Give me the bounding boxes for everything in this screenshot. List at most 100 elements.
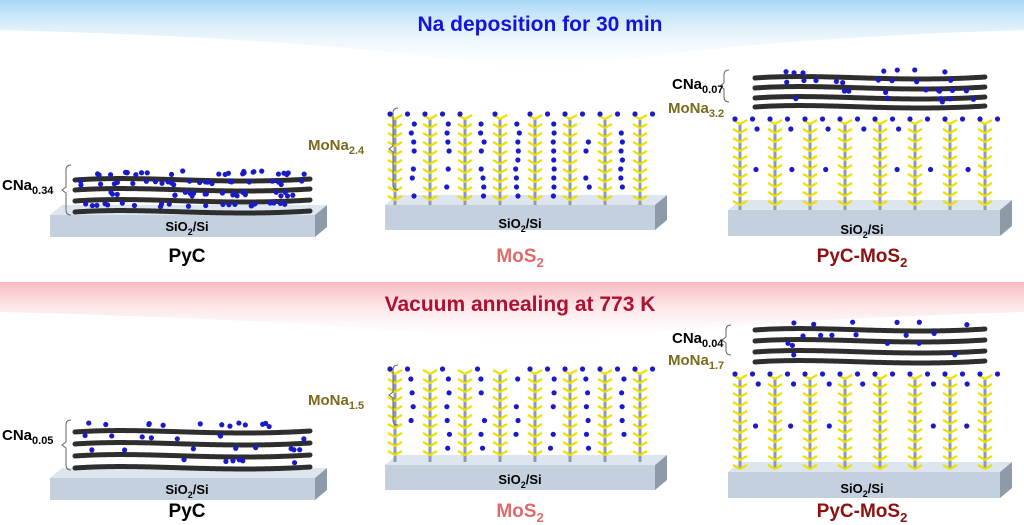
- sodium-atom: [732, 116, 738, 122]
- sodium-atom: [618, 166, 624, 172]
- sodium-atom: [551, 175, 557, 181]
- sodium-atom: [895, 126, 902, 132]
- sulfur-atoms: [387, 186, 403, 193]
- sodium-atom: [527, 366, 533, 372]
- sulfur-atoms: [837, 173, 853, 180]
- graphene-layer: [752, 358, 988, 366]
- sodium-atom: [190, 446, 197, 452]
- sodium-atom: [216, 171, 222, 177]
- sodium-atom: [138, 170, 145, 176]
- mona-label-row1-pyc-mos2: MoNa3.2: [668, 100, 724, 120]
- sodium-atom: [889, 116, 896, 122]
- sodium-atom: [480, 193, 487, 199]
- sulfur-atoms: [387, 405, 403, 412]
- sulfur-atoms: [387, 423, 403, 430]
- sulfur-atoms: [492, 378, 508, 385]
- sodium-atom: [883, 89, 889, 95]
- sodium-atom: [168, 171, 175, 177]
- sodium-atom: [632, 366, 638, 372]
- sodium-atom: [513, 175, 519, 181]
- substrate-label: SiO2/Si: [498, 472, 541, 490]
- sodium-atom: [282, 201, 288, 207]
- sulfur-atoms: [977, 137, 993, 144]
- sulfur-atoms: [732, 173, 748, 180]
- sodium-atom: [290, 192, 296, 198]
- sodium-atom: [947, 96, 954, 102]
- sodium-atom: [166, 201, 172, 207]
- sodium-atom: [784, 371, 791, 377]
- sodium-atom: [252, 201, 258, 207]
- sodium-atom: [301, 436, 307, 442]
- sulfur-atoms: [872, 128, 888, 135]
- sodium-atom: [562, 366, 568, 372]
- sodium-atom: [445, 121, 451, 127]
- substrate-side: [315, 468, 327, 500]
- sodium-atom: [579, 111, 586, 117]
- sulfur-atoms: [527, 150, 543, 157]
- sulfur-atoms: [422, 195, 438, 202]
- sulfur-atoms: [527, 195, 543, 202]
- sulfur-atoms: [492, 159, 508, 166]
- sodium-atom: [872, 371, 878, 377]
- sodium-atom: [269, 178, 275, 184]
- sulfur-atoms: [387, 132, 403, 139]
- sulfur-atoms: [422, 186, 438, 193]
- sulfur-atoms: [632, 168, 648, 175]
- sulfur-atoms: [632, 423, 648, 430]
- sodium-atom: [894, 166, 900, 173]
- sulfur-atoms: [802, 182, 818, 189]
- sulfur-atoms: [802, 128, 818, 135]
- sulfur-atoms: [767, 128, 783, 135]
- sulfur-atoms: [907, 437, 923, 444]
- sodium-atom: [439, 366, 446, 372]
- sulfur-atoms: [732, 200, 748, 207]
- sodium-atom: [881, 68, 887, 74]
- sulfur-atoms: [387, 387, 403, 394]
- sulfur-atoms: [387, 450, 403, 457]
- sodium-atom: [246, 179, 252, 185]
- sodium-atom: [411, 148, 417, 154]
- sulfur-atoms: [597, 423, 613, 430]
- sodium-atom: [619, 157, 626, 163]
- sulfur-atoms: [732, 428, 748, 435]
- sulfur-atoms: [457, 405, 473, 412]
- sulfur-atoms: [767, 182, 783, 189]
- sulfur-atoms: [732, 137, 748, 144]
- sulfur-atoms: [492, 369, 508, 376]
- graphene-layer: [752, 348, 988, 356]
- sodium-atom: [404, 366, 411, 372]
- sulfur-atoms: [597, 387, 613, 394]
- sodium-atom: [226, 202, 232, 208]
- sulfur-atoms: [632, 378, 648, 385]
- sodium-atom: [826, 423, 832, 429]
- sulfur-atoms: [907, 383, 923, 390]
- sodium-atom: [444, 130, 450, 136]
- sodium-atom: [791, 352, 797, 358]
- sodium-atom: [791, 320, 797, 326]
- sulfur-atoms: [527, 432, 543, 439]
- sodium-atom: [551, 121, 557, 127]
- sulfur-atoms: [837, 155, 853, 162]
- sodium-atom: [220, 201, 226, 208]
- sulfur-atoms: [632, 432, 648, 439]
- sulfur-atoms: [457, 168, 473, 175]
- sodium-atom: [185, 203, 192, 209]
- sulfur-atoms: [942, 164, 958, 171]
- sodium-atom: [411, 193, 417, 199]
- sodium-atom: [288, 446, 294, 452]
- sodium-atom: [964, 423, 970, 429]
- substrate: [50, 478, 315, 500]
- sodium-atom: [755, 381, 761, 387]
- sodium-atom: [550, 139, 556, 145]
- sulfur-atoms: [527, 159, 543, 166]
- sodium-atom: [131, 202, 138, 209]
- sodium-atom: [619, 139, 625, 145]
- sulfur-atoms: [422, 414, 438, 421]
- sodium-atom: [585, 445, 592, 451]
- sodium-atom: [544, 111, 551, 117]
- sulfur-atoms: [457, 132, 473, 139]
- sodium-atom: [889, 78, 895, 84]
- sulfur-atoms: [907, 173, 923, 180]
- sodium-atom: [924, 371, 931, 377]
- sulfur-atoms: [977, 392, 993, 399]
